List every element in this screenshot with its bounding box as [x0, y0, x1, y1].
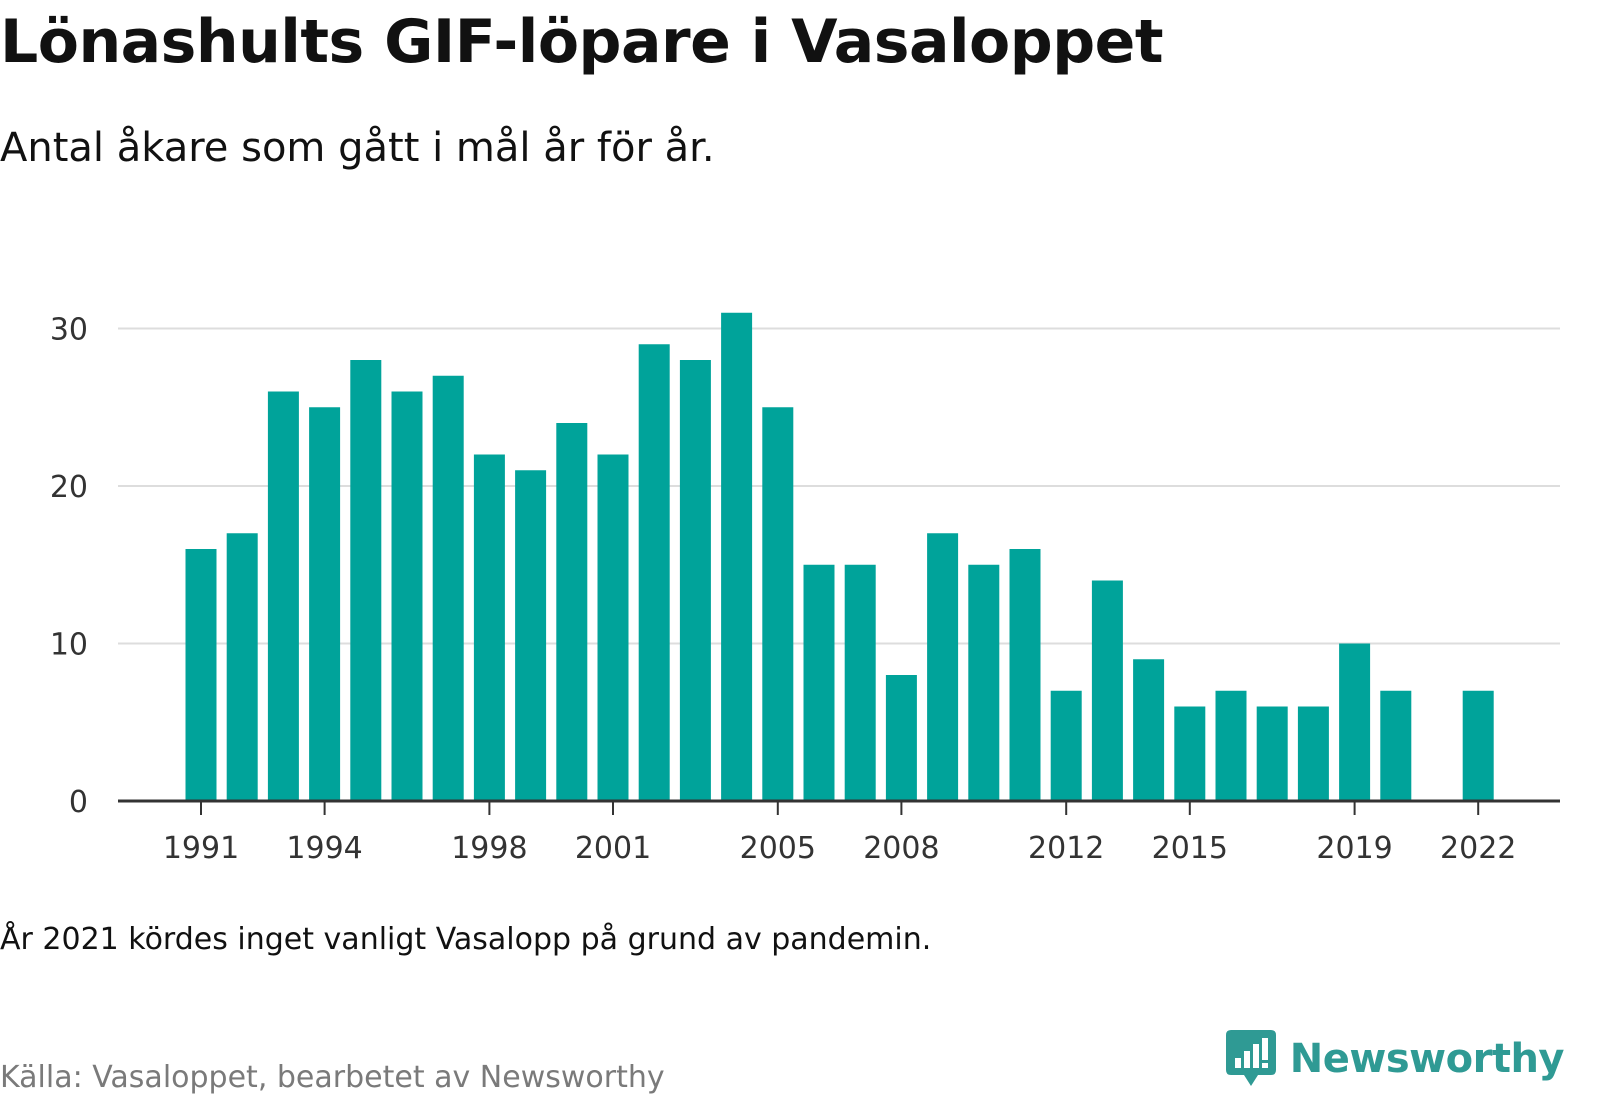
- bar-2004: [721, 312, 753, 801]
- x-tick-label: 2019: [1316, 831, 1392, 860]
- brand-name: Newsworthy: [1289, 1036, 1565, 1082]
- bar-2011: [1009, 549, 1041, 801]
- chart-subtitle: Antal åkare som gått i mål år för år.: [0, 125, 715, 171]
- x-tick-label: 2005: [740, 831, 816, 860]
- y-tick-label: 0: [69, 785, 88, 820]
- bar-1993: [267, 391, 299, 801]
- x-tick-label: 1991: [163, 831, 239, 860]
- bar-1998: [473, 454, 505, 801]
- newsworthy-logo: Newsworthy: [1225, 1030, 1565, 1088]
- bar-2009: [927, 533, 959, 801]
- bar-1994: [309, 407, 341, 801]
- bar-2019: [1339, 643, 1371, 801]
- y-tick-label: 10: [50, 628, 88, 663]
- x-tick-label: 1994: [286, 831, 362, 860]
- bar-2016: [1215, 690, 1247, 801]
- bar-2006: [803, 564, 835, 801]
- y-tick-label: 30: [50, 313, 88, 348]
- bar-2018: [1297, 706, 1329, 801]
- bar-2020: [1380, 690, 1412, 801]
- bar-chart-logo-icon: [1225, 1030, 1276, 1086]
- footnote: År 2021 kördes inget vanligt Vasalopp på…: [0, 922, 932, 957]
- x-tick-label: 2001: [575, 831, 651, 860]
- x-tick-label: 2022: [1440, 831, 1516, 860]
- bar-1991: [185, 549, 217, 801]
- bar-1997: [432, 375, 464, 801]
- x-tick-label: 1998: [451, 831, 527, 860]
- bar-1999: [515, 470, 547, 801]
- x-tick-label: 2008: [863, 831, 939, 860]
- source-text: Källa: Vasaloppet, bearbetet av Newswort…: [0, 1060, 665, 1095]
- chart-title: Lönashults GIF-löpare i Vasaloppet: [0, 7, 1164, 77]
- bar-2015: [1174, 706, 1206, 801]
- bar-2003: [679, 360, 711, 801]
- x-tick-label: 2015: [1152, 831, 1228, 860]
- bar-2022: [1462, 690, 1494, 801]
- axes: 0 10 20 30 1991 1994 1998 2001 2005 2008 2012 2015 2…: [50, 313, 1560, 860]
- bar-2000: [556, 423, 588, 801]
- bar-2012: [1050, 690, 1082, 801]
- y-tick-label: 20: [50, 470, 88, 505]
- bar-2014: [1133, 659, 1165, 801]
- bar-chart: 0 10 20 30 1991 1994 1998 2001 2005 2008 2012 2015 2…: [50, 312, 1560, 860]
- bar-1992: [226, 533, 258, 801]
- bar-2007: [844, 564, 876, 801]
- bar-2010: [968, 564, 1000, 801]
- bar-2017: [1256, 706, 1288, 801]
- bar-1996: [391, 391, 423, 801]
- bar-2005: [762, 407, 794, 801]
- bar-2002: [638, 344, 670, 801]
- bar-2001: [597, 454, 629, 801]
- bars: [185, 312, 1494, 801]
- x-tick-label: 2012: [1028, 831, 1104, 860]
- bar-2013: [1091, 580, 1123, 801]
- bar-1995: [350, 360, 382, 801]
- bar-2008: [885, 675, 917, 801]
